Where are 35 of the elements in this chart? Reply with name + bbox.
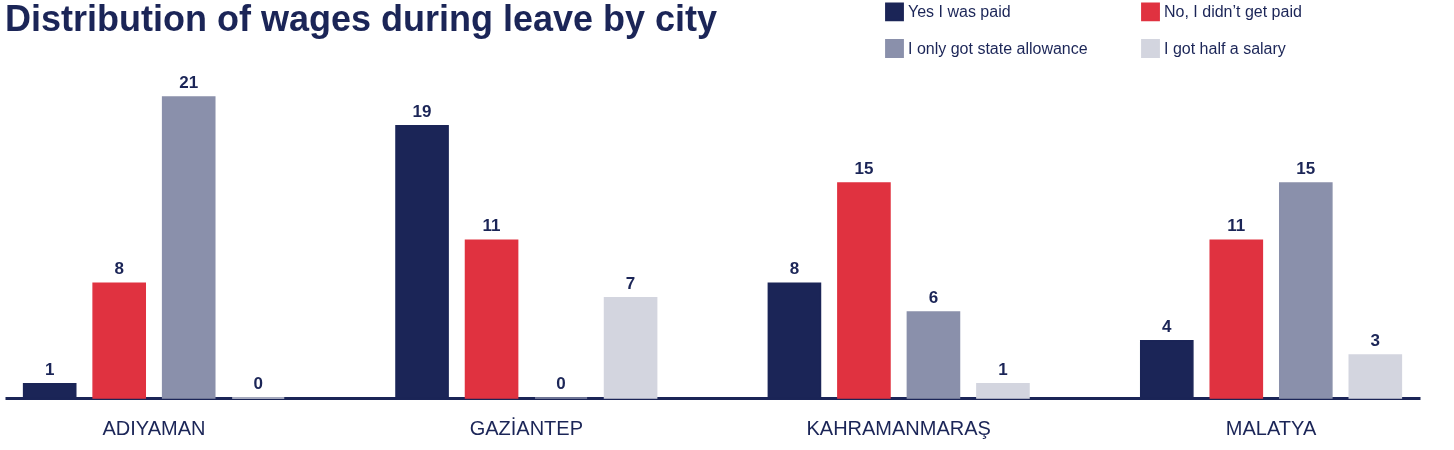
data-label: 11	[482, 216, 501, 236]
legend-label: I only got state allowance	[908, 39, 1088, 57]
legend-label: Yes I was paid	[908, 2, 1011, 20]
bar	[837, 182, 891, 399]
bar	[603, 296, 658, 399]
data-label: 3	[1370, 331, 1381, 350]
bar	[161, 96, 216, 399]
bar	[92, 282, 147, 399]
data-label: 7	[625, 273, 636, 293]
x-tick-label: MALATYA	[1225, 416, 1317, 439]
data-label: 0	[556, 374, 566, 393]
data-label: 15	[854, 159, 874, 178]
x-tick-label: KAHRAMANMARAŞ	[806, 416, 991, 439]
x-tick-label: GAZİANTEP	[469, 416, 583, 439]
data-label: 8	[114, 259, 124, 279]
bar	[906, 311, 961, 399]
data-label: 11	[1227, 216, 1246, 236]
data-label: 19	[412, 101, 432, 121]
data-label: 1	[44, 359, 55, 379]
chart-title: Distribution of wages during leave by city	[5, 0, 718, 39]
data-label: 6	[928, 288, 939, 307]
data-label: 8	[789, 259, 800, 279]
data-label: 1	[998, 359, 1008, 379]
bar	[976, 382, 1030, 399]
legend-label: No, I didn’t get paid	[1164, 2, 1302, 20]
bar	[464, 239, 519, 399]
data-label: 21	[179, 73, 199, 92]
bar	[1209, 239, 1264, 399]
bar	[1348, 354, 1403, 399]
data-label: 0	[253, 374, 263, 393]
legend-label: I got half a salary	[1164, 39, 1286, 57]
data-label: 15	[1296, 159, 1316, 178]
data-label: 4	[1162, 316, 1173, 336]
bar	[1278, 182, 1333, 399]
x-tick-label: ADIYAMAN	[102, 416, 206, 439]
